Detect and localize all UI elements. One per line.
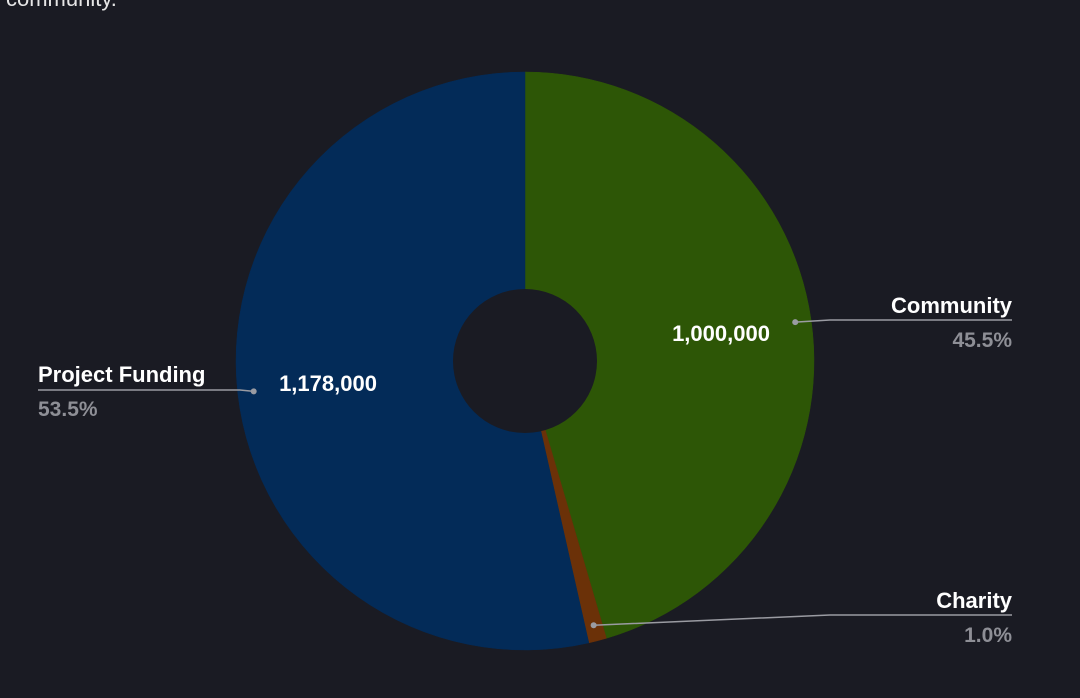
label-percent-project-funding: 53.5% bbox=[38, 398, 98, 421]
donut-hole bbox=[453, 289, 597, 433]
leader-line-charity bbox=[593, 614, 1012, 626]
leader-line-project-funding bbox=[38, 389, 254, 393]
label-percent-community: 45.5% bbox=[952, 329, 1012, 352]
slice-project-funding bbox=[235, 71, 590, 651]
label-name-community: Community bbox=[891, 293, 1013, 318]
slice-community bbox=[524, 71, 815, 639]
value-label-project-funding: 1,178,000 bbox=[279, 371, 377, 396]
leader-dot-community bbox=[792, 319, 799, 326]
label-name-charity: Charity bbox=[936, 588, 1013, 613]
leader-line-community bbox=[795, 319, 1012, 323]
label-percent-charity: 1.0% bbox=[964, 624, 1012, 647]
leader-dot-charity bbox=[590, 622, 597, 629]
leader-dot-project-funding bbox=[250, 388, 257, 395]
chart-caption: community. bbox=[6, 0, 117, 12]
label-name-project-funding: Project Funding bbox=[38, 362, 205, 387]
value-label-community: 1,000,000 bbox=[672, 321, 770, 346]
